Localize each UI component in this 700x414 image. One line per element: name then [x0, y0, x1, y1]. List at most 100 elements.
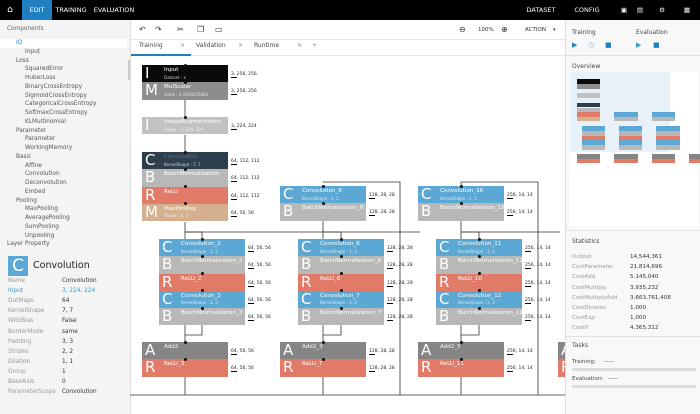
- zoom-out-icon[interactable]: ⊖: [459, 25, 466, 34]
- connector-dot[interactable]: [201, 306, 204, 310]
- layer-block[interactable]: R ReLU_7: [280, 359, 366, 377]
- property-value[interactable]: Convolution: [62, 389, 97, 396]
- component-item[interactable]: SumPooling: [25, 223, 59, 230]
- connector-dot[interactable]: [201, 272, 204, 276]
- layer-block[interactable]: A Add2: [142, 342, 228, 360]
- close-icon[interactable]: ×: [297, 42, 303, 49]
- connector-dot[interactable]: [478, 237, 481, 241]
- connector-dot[interactable]: [478, 272, 481, 276]
- connector-dot[interactable]: [184, 185, 187, 189]
- undo-icon[interactable]: ↶: [139, 25, 146, 34]
- component-category[interactable]: IO: [16, 40, 23, 46]
- layer-block[interactable]: A: [558, 342, 565, 360]
- connector-dot[interactable]: [322, 184, 325, 188]
- tab-evaluation[interactable]: EVALUATION: [93, 6, 135, 14]
- connector-dot[interactable]: [184, 202, 187, 206]
- layer-block[interactable]: B BatchNormalization_11: [436, 256, 522, 274]
- cut-icon[interactable]: ✂: [177, 25, 184, 34]
- layer-block[interactable]: C Convolution_11 KernelShape : 3, 3: [436, 239, 522, 257]
- stop-training-icon[interactable]: ■: [605, 41, 612, 49]
- redo-icon[interactable]: ↷: [155, 25, 162, 34]
- close-icon[interactable]: ×: [180, 42, 186, 49]
- property-value[interactable]: 1: [62, 368, 66, 375]
- component-item[interactable]: Embed: [25, 188, 46, 195]
- connector-dot[interactable]: [184, 80, 187, 84]
- settings-icon[interactable]: ⚙: [659, 6, 665, 14]
- connector-dot[interactable]: [478, 289, 481, 293]
- close-icon[interactable]: ×: [238, 42, 244, 49]
- property-value[interactable]: Convolution: [62, 278, 97, 284]
- layer-block[interactable]: B BatchNormalization_7: [298, 308, 384, 326]
- tab-training[interactable]: TRAINING: [55, 6, 87, 14]
- start-evaluation-icon[interactable]: ▶: [636, 41, 642, 49]
- tab-edit[interactable]: EDIT: [22, 0, 52, 20]
- connector-dot[interactable]: [184, 357, 187, 361]
- tab-runtime-network[interactable]: Runtime: [254, 42, 280, 49]
- layer-block[interactable]: R ReLU_6: [298, 273, 384, 291]
- layer-block[interactable]: B BatchNormalization_16: [418, 203, 504, 221]
- overview-map[interactable]: [570, 72, 700, 227]
- property-value[interactable]: 64: [62, 298, 70, 305]
- component-category[interactable]: Loss: [16, 57, 29, 64]
- layer-block[interactable]: C Convolution_7 KernelShape : 3, 3: [298, 290, 384, 309]
- save-as-icon[interactable]: ▤: [636, 6, 644, 14]
- save-icon[interactable]: ▣: [620, 6, 628, 14]
- layer-block[interactable]: C Convolution_3 KernelShape : 3, 3: [159, 290, 245, 309]
- component-item[interactable]: Convolution: [25, 171, 60, 178]
- connector-dot[interactable]: [184, 167, 187, 171]
- layer-block[interactable]: B BatchNormalization_12: [436, 308, 522, 326]
- connector-dot[interactable]: [322, 357, 325, 361]
- paste-icon[interactable]: ▭: [215, 25, 223, 34]
- menu-icon[interactable]: ▦: [683, 6, 691, 14]
- connector-dot[interactable]: [340, 237, 343, 241]
- connector-dot[interactable]: [340, 306, 343, 310]
- layer-block[interactable]: M MulScalar Value : 0.0039215686: [142, 82, 228, 100]
- chevron-down-icon[interactable]: ▾: [553, 27, 556, 33]
- layer-block[interactable]: I ImageAugmentation Shape : 3, 224, 224: [142, 117, 228, 135]
- stop-evaluation-icon[interactable]: ■: [653, 41, 660, 49]
- connector-dot[interactable]: [478, 254, 481, 258]
- property-value[interactable]: same: [62, 328, 78, 335]
- component-item[interactable]: SoftmaxCrossEntropy: [25, 110, 88, 116]
- dataset-button[interactable]: DATASET: [526, 6, 556, 14]
- property-value[interactable]: 3, 3: [62, 338, 74, 345]
- layer-block[interactable]: C Convolution_12 KernelShape : 3, 3: [436, 290, 522, 309]
- connector-dot[interactable]: [184, 63, 187, 67]
- component-category[interactable]: Basic: [16, 153, 32, 160]
- connector-dot[interactable]: [340, 254, 343, 258]
- connector-dot[interactable]: [201, 237, 204, 241]
- zoom-in-icon[interactable]: ⊕: [501, 25, 508, 34]
- copy-icon[interactable]: ❐: [197, 25, 205, 34]
- add-tab-button[interactable]: +: [312, 42, 318, 49]
- connector-dot[interactable]: [184, 150, 187, 154]
- home-icon[interactable]: ⌂: [7, 5, 13, 15]
- connector-dot[interactable]: [184, 115, 187, 119]
- connector-dot[interactable]: [340, 289, 343, 293]
- layer-block[interactable]: B BatchNormalization_3: [159, 308, 245, 326]
- component-item[interactable]: Unpooling: [25, 232, 55, 239]
- layer-block[interactable]: R ReLU_11: [418, 359, 504, 377]
- component-item[interactable]: Affine: [25, 162, 42, 169]
- connector-dot[interactable]: [201, 289, 204, 293]
- action-dropdown[interactable]: ACTION: [525, 27, 546, 33]
- component-item[interactable]: BinaryCrossEntropy: [25, 83, 83, 90]
- layer-block[interactable]: C Convolution_9 KernelShape : 1, 1: [280, 186, 366, 204]
- connector-dot[interactable]: [460, 340, 463, 344]
- connector-dot[interactable]: [340, 272, 343, 276]
- component-item[interactable]: Parameter: [25, 136, 56, 143]
- layer-block[interactable]: C Convolution_6 KernelShape : 3, 3: [298, 239, 384, 257]
- component-category[interactable]: Parameter: [16, 127, 47, 134]
- layer-block[interactable]: R ReLU: [142, 186, 228, 204]
- property-value[interactable]: 0: [62, 379, 66, 385]
- connector-dot[interactable]: [460, 357, 463, 361]
- tab-training-network[interactable]: Training: [139, 42, 163, 49]
- layer-block[interactable]: C Convolution_16 KernelShape : 1, 1: [418, 186, 504, 204]
- connector-dot[interactable]: [201, 254, 204, 258]
- component-item[interactable]: WorkingMemory: [25, 145, 73, 151]
- layer-block[interactable]: B BatchNormalization_6: [298, 256, 384, 274]
- start-training-icon[interactable]: ▶: [572, 41, 578, 49]
- layer-block[interactable]: B BatchNormalization_9: [280, 203, 366, 221]
- config-button[interactable]: CONFIG: [574, 6, 600, 14]
- property-value[interactable]: 2, 2: [62, 348, 74, 355]
- layer-block[interactable]: C Convolution_2 KernelShape : 3, 3: [159, 239, 245, 257]
